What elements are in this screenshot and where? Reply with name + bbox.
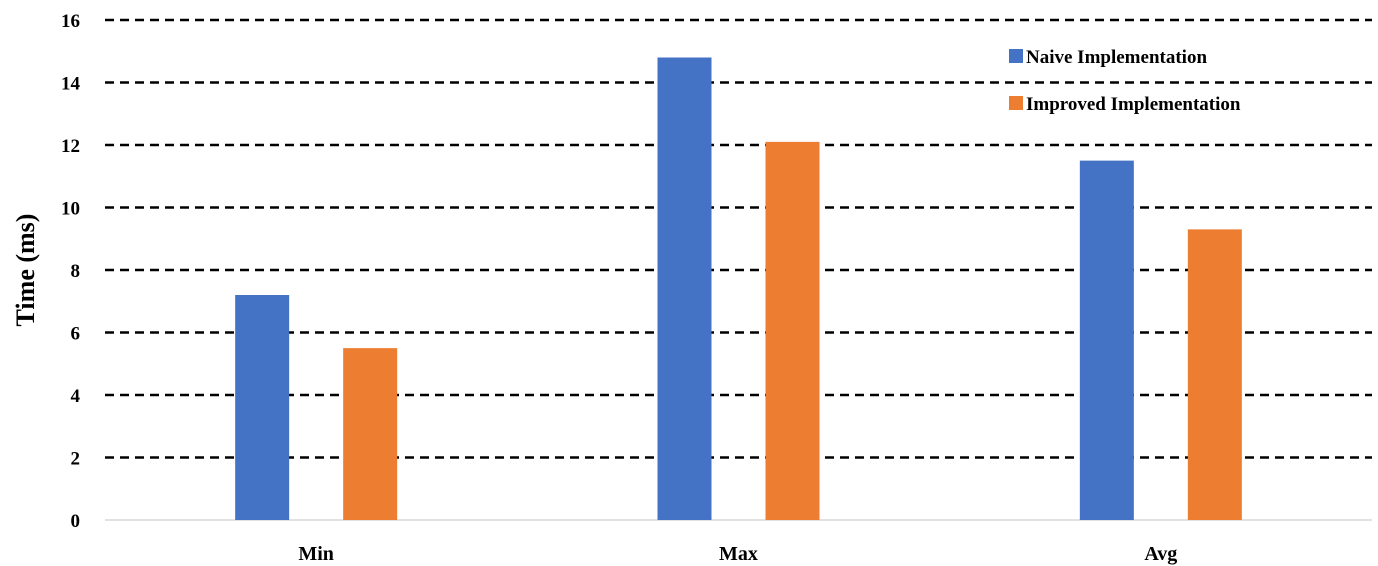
y-tick-label: 14 [61,74,81,95]
bar-improved-avg [1187,229,1242,520]
x-category-label: Min [298,543,334,565]
bars [235,57,1242,520]
bar-improved-max [765,141,820,520]
bar-improved-min [343,348,398,520]
y-tick-label: 6 [71,324,81,345]
y-tick-label: 12 [61,136,80,157]
y-axis-title: Time (ms) [11,214,40,327]
x-category-label: Max [719,543,758,565]
y-tick-label: 4 [71,386,81,407]
bar-naive-avg [1079,160,1134,520]
legend-label: Improved Implementation [1026,94,1241,115]
gridlines [105,18,1372,459]
legend-label: Naive Implementation [1026,47,1207,68]
y-tick-label: 10 [61,199,80,220]
y-axis-ticks: 0 2 4 6 8 10 12 14 16 [61,11,81,532]
y-tick-label: 8 [71,261,81,282]
y-tick-label: 2 [71,449,81,470]
legend-swatch [1009,49,1023,63]
x-axis-categories: Min Max Avg [298,543,1177,565]
y-tick-label: 16 [61,11,80,32]
y-tick-label: 0 [71,511,81,532]
bar-naive-max [657,57,712,520]
bar-naive-min [235,295,290,520]
legend-swatch [1009,96,1023,110]
legend: Naive Implementation Improved Implementat… [1009,47,1241,115]
x-category-label: Avg [1144,543,1177,565]
